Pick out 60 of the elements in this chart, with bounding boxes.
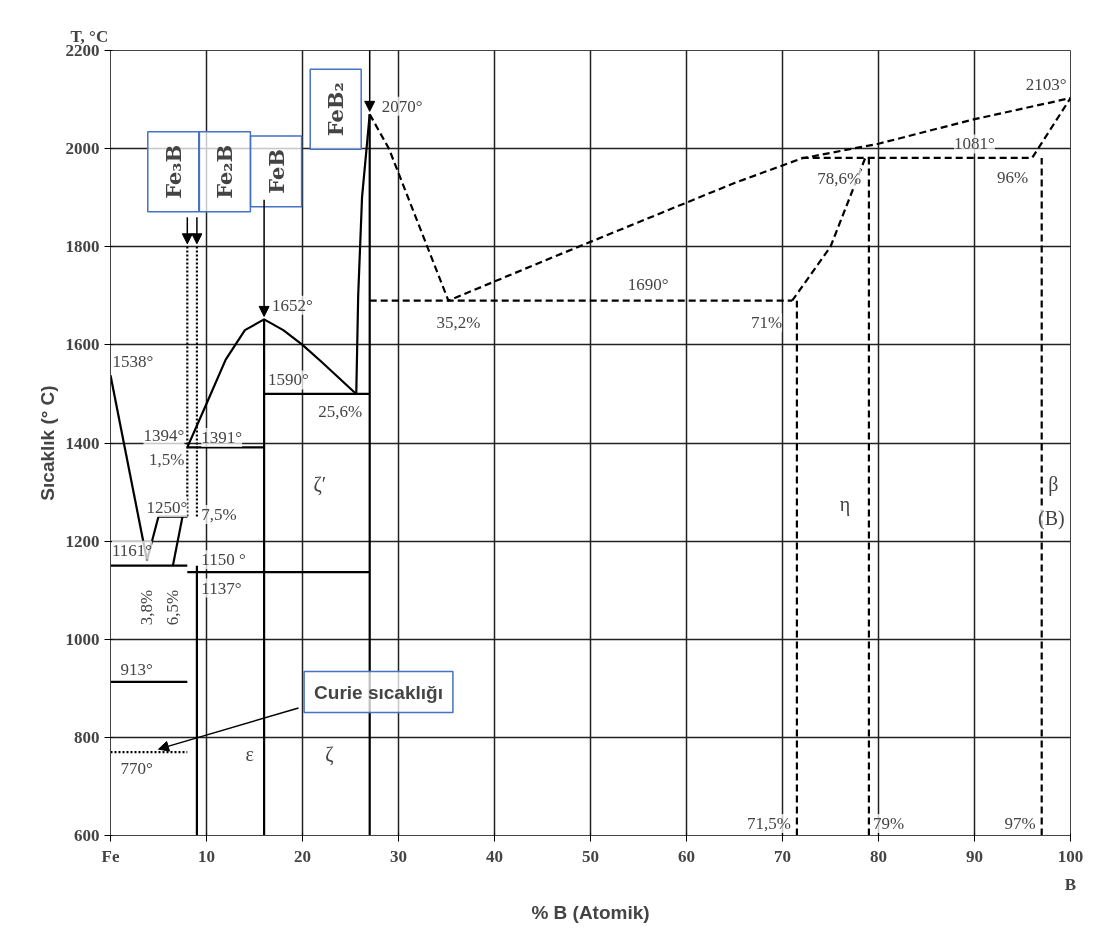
annotation: 1391° bbox=[201, 427, 243, 447]
annotation: 35,2% bbox=[436, 313, 481, 333]
x-tick-label: 50 bbox=[582, 846, 599, 866]
annotation: η bbox=[839, 493, 851, 517]
x-tick-label: 70 bbox=[774, 846, 791, 866]
annotation: FeB bbox=[263, 148, 289, 194]
annotation: 71% bbox=[750, 313, 783, 333]
x-tick-label: 90 bbox=[966, 846, 983, 866]
annotation: 1,5% bbox=[148, 449, 185, 469]
annotation: 1250° bbox=[146, 498, 188, 518]
annotation: 3,8% bbox=[137, 589, 157, 626]
annotation: 1590° bbox=[268, 370, 309, 390]
annotation: 1394° bbox=[143, 426, 185, 446]
x-tick-label: 20 bbox=[294, 846, 311, 866]
annotation: 96% bbox=[996, 168, 1029, 188]
x-tick-label: 10 bbox=[198, 846, 215, 866]
annotation: 1538° bbox=[112, 351, 154, 371]
y-tick-label: 800 bbox=[74, 727, 100, 747]
x-tick-label: 100 bbox=[1057, 846, 1084, 866]
annotation: (B) bbox=[1037, 507, 1065, 531]
x-tick-label: 40 bbox=[486, 846, 503, 866]
annotation: 1137° bbox=[201, 578, 242, 598]
annotation: 770° bbox=[120, 758, 153, 778]
annotation: 913° bbox=[120, 660, 153, 680]
y-tick-label: 1800 bbox=[65, 237, 100, 257]
annotation: 1652° bbox=[272, 295, 313, 315]
x-tick-label: 30 bbox=[390, 846, 407, 866]
annotation: ζ′ bbox=[313, 473, 327, 497]
y-tick-label: 1200 bbox=[65, 531, 100, 551]
annotation: 97% bbox=[1004, 814, 1036, 833]
y-tick-label: 1400 bbox=[65, 433, 100, 453]
annotation: 6,5% bbox=[163, 589, 183, 626]
y-tick-label: 1000 bbox=[65, 629, 100, 649]
annotation: 2103° bbox=[1025, 74, 1067, 94]
annotation: ζ bbox=[325, 742, 334, 766]
annotation: Fe₃B bbox=[160, 144, 186, 199]
y-tick-label: 1600 bbox=[65, 335, 100, 355]
y-axis-title: Sıcaklık (° C) bbox=[36, 385, 58, 501]
y-tick-label: 2000 bbox=[65, 139, 100, 159]
annotation: 1690° bbox=[627, 275, 669, 295]
annotation: 2070° bbox=[381, 96, 423, 116]
annotation: 79% bbox=[872, 814, 905, 833]
annotation: ε bbox=[245, 742, 254, 765]
y-tick-label: 600 bbox=[74, 826, 100, 845]
annotation: FeB₂ bbox=[323, 82, 349, 137]
annotation: 7,5% bbox=[201, 505, 237, 525]
x-tick-label: 60 bbox=[678, 846, 695, 866]
annotation: 25,6% bbox=[318, 402, 363, 422]
text: B bbox=[1064, 874, 1077, 894]
annotation: Fe₂B bbox=[212, 144, 238, 199]
annotation: 71,5% bbox=[746, 814, 791, 833]
annotation: 1081° bbox=[954, 134, 995, 154]
annotation: 1161° bbox=[111, 540, 153, 560]
x-tick-label: Fe bbox=[101, 846, 120, 866]
annotation: Curie sıcaklığı bbox=[314, 681, 443, 703]
x-tick-label: 80 bbox=[870, 846, 887, 866]
annotation: 1150 ° bbox=[201, 550, 246, 570]
annotation: 78,6% bbox=[817, 168, 862, 188]
annotation: β bbox=[1048, 473, 1059, 497]
x-axis-title: % B (Atomik) bbox=[531, 901, 650, 923]
